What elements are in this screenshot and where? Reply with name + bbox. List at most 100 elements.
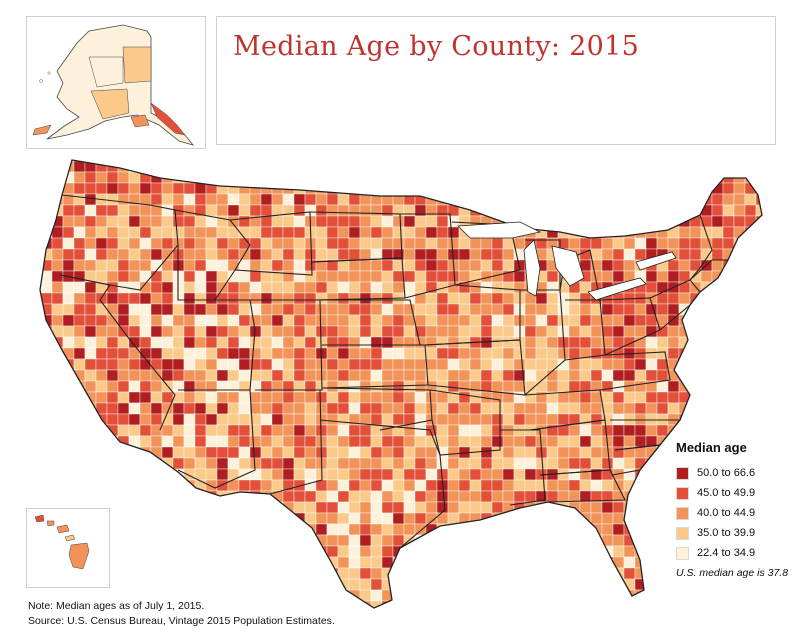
county-cell (249, 204, 262, 217)
county-cell (381, 501, 394, 514)
county-cell (502, 369, 515, 382)
county-cell (271, 237, 284, 250)
county-cell (194, 413, 207, 426)
county-cell (623, 259, 636, 272)
county-cell (95, 270, 108, 283)
legend-label: 22.4 to 34.9 (697, 547, 756, 559)
county-cell (227, 556, 240, 569)
county-cell (216, 160, 229, 173)
county-cell (337, 501, 350, 514)
county-cell (447, 556, 460, 569)
county-cell (535, 160, 548, 173)
county-cell (73, 457, 86, 470)
county-cell (403, 402, 416, 415)
county-cell (216, 347, 229, 360)
county-cell (326, 369, 339, 382)
county-cell (293, 424, 306, 437)
county-cell (579, 402, 592, 415)
county-cell (513, 160, 526, 162)
county-cell (403, 446, 416, 459)
county-cell (293, 490, 306, 503)
county-cell (513, 435, 526, 448)
county-cell (557, 303, 570, 316)
county-cell (733, 292, 746, 305)
county-cell (458, 600, 471, 608)
county-cell (491, 600, 504, 608)
county-cell (304, 336, 317, 349)
county-cell (469, 501, 482, 514)
county-cell (689, 336, 702, 349)
county-cell (117, 556, 130, 569)
county-cell (414, 336, 427, 349)
county-cell (40, 457, 42, 470)
county-cell (216, 490, 229, 503)
county-cell (337, 512, 350, 525)
county-cell (84, 413, 97, 426)
county-cell (106, 424, 119, 437)
county-cell (524, 512, 537, 525)
legend-item: 50.0 to 66.6 (676, 463, 798, 483)
county-cell (480, 479, 493, 492)
county-cell (623, 424, 636, 437)
county-cell (645, 589, 658, 602)
county-cell (480, 358, 493, 371)
county-cell (348, 259, 361, 272)
county-cell (579, 325, 592, 338)
county-cell (117, 226, 130, 239)
county-cell (128, 248, 141, 261)
county-cell (40, 347, 53, 360)
county-cell (601, 270, 614, 283)
county-cell (403, 347, 416, 360)
county-cell (436, 215, 449, 228)
county-cell (359, 446, 372, 459)
county-cell (139, 193, 152, 206)
county-cell (502, 347, 515, 360)
county-cell (601, 391, 614, 404)
county-cell (271, 534, 284, 547)
county-cell (348, 534, 361, 547)
county-cell (667, 193, 680, 206)
county-cell (150, 303, 163, 316)
county-cell (645, 171, 658, 184)
county-cell (480, 369, 493, 382)
county-cell (722, 578, 735, 591)
county-cell (73, 215, 86, 228)
county-cell (271, 435, 284, 448)
county-cell (139, 501, 152, 514)
county-cell (579, 215, 592, 228)
county-cell (590, 248, 603, 261)
county-cell (755, 402, 762, 415)
county-cell (172, 336, 185, 349)
county-cell (194, 182, 207, 195)
county-cell (128, 292, 141, 305)
county-cell (414, 160, 427, 173)
county-cell (161, 303, 174, 316)
county-cell (370, 402, 383, 415)
county-cell (678, 358, 691, 371)
county-cell (381, 182, 394, 195)
county-cell (183, 226, 196, 239)
county-cell (414, 182, 427, 195)
source-text: Source: U.S. Census Bureau, Vintage 2015… (28, 615, 335, 627)
county-cell (744, 160, 757, 173)
county-cell (84, 292, 97, 305)
county-cell (315, 567, 328, 580)
county-cell (370, 347, 383, 360)
county-cell (447, 600, 460, 608)
county-cell (370, 314, 383, 327)
county-cell (359, 424, 372, 437)
county-cell (711, 160, 724, 162)
county-cell (491, 468, 504, 481)
county-cell (183, 424, 196, 437)
county-cell (425, 490, 438, 503)
county-cell (139, 325, 152, 338)
county-cell (370, 457, 383, 470)
county-cell (469, 435, 482, 448)
county-cell (491, 336, 504, 349)
county-cell (513, 457, 526, 470)
county-cell (414, 600, 427, 608)
county-cell (183, 578, 196, 591)
county-cell (293, 567, 306, 580)
county-cell (84, 468, 97, 481)
county-cell (51, 248, 64, 261)
